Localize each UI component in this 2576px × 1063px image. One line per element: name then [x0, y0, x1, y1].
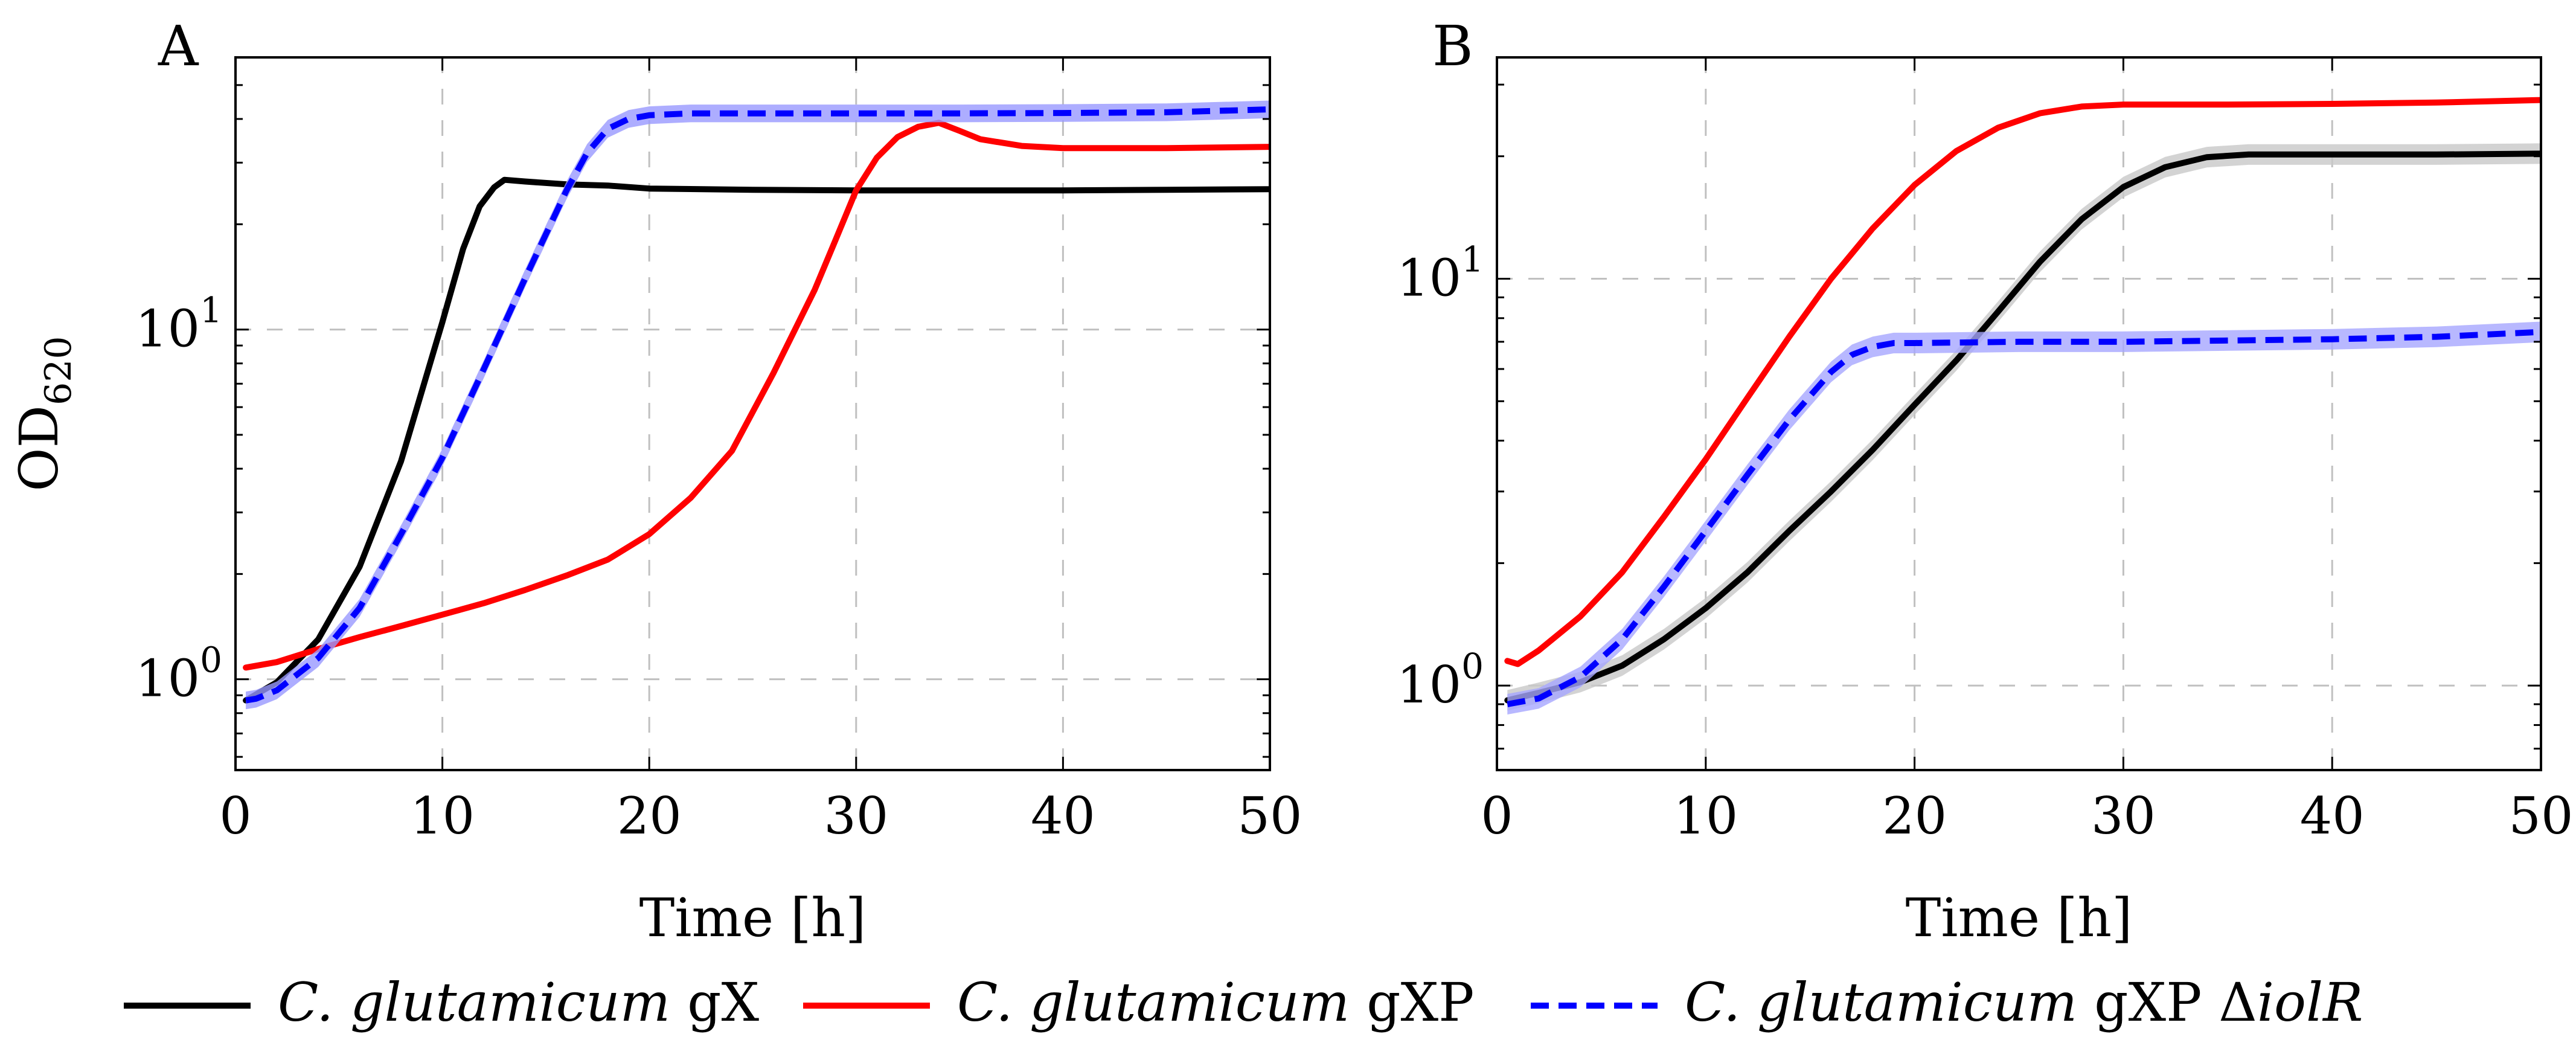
plot-area [1504, 97, 2541, 715]
y-tick-label: 100 [135, 640, 222, 708]
axes-frame [234, 56, 1271, 771]
legend-entry-gX: C. glutamicum gX [278, 971, 759, 1033]
legend-entry-gXP_iolR: C. glutamicum gXP ΔiolR [1685, 971, 2363, 1033]
series-line-gXP [243, 120, 1270, 671]
axes-frame [1496, 56, 2542, 771]
panel-letter: B [1432, 14, 1473, 79]
x-tick-label: 50 [2509, 786, 2574, 846]
panel-a: 0 10 20 30 40 50 100 101 A Time [h] OD620 [8, 14, 1302, 949]
x-tick-label: 10 [1673, 786, 1738, 846]
x-axis-title: Time [h] [639, 887, 867, 949]
y-tick-label: 101 [135, 290, 222, 359]
series-line-gXP_iolR [1507, 329, 2541, 707]
y-axis-title: OD620 [8, 336, 80, 491]
x-tick-label: 20 [1882, 786, 1947, 846]
x-tick-label: 0 [1481, 786, 1513, 846]
panel-b: 0 10 20 30 40 50 100 101 B Time [h] [1397, 14, 2573, 949]
x-tick-label: 20 [617, 786, 682, 846]
legend-entry-gXP: C. glutamicum gXP [957, 971, 1474, 1033]
x-tick-label: 40 [2300, 786, 2365, 846]
x-tick-label: 30 [2091, 786, 2156, 846]
series-line-gX [243, 176, 1270, 704]
x-tick-label: 30 [824, 786, 888, 846]
x-tick-label: 0 [219, 786, 251, 846]
x-tick-label: 10 [410, 786, 475, 846]
x-tick-label: 40 [1031, 786, 1095, 846]
series-line-gXP [1504, 97, 2541, 667]
x-axis-title: Time [h] [1906, 887, 2133, 949]
plot-area [243, 100, 1270, 710]
series-line-gX [1504, 150, 2541, 704]
y-tick-label: 100 [1397, 646, 1484, 715]
y-tick-label: 101 [1397, 239, 1484, 308]
legend: C. glutamicum gX C. glutamicum gXP C. glut… [124, 971, 2363, 1033]
series-line-gXP_iolR [245, 106, 1270, 704]
panel-letter: A [158, 14, 199, 79]
series-band-gX [1507, 143, 2541, 711]
x-tick-label: 50 [1238, 786, 1302, 846]
